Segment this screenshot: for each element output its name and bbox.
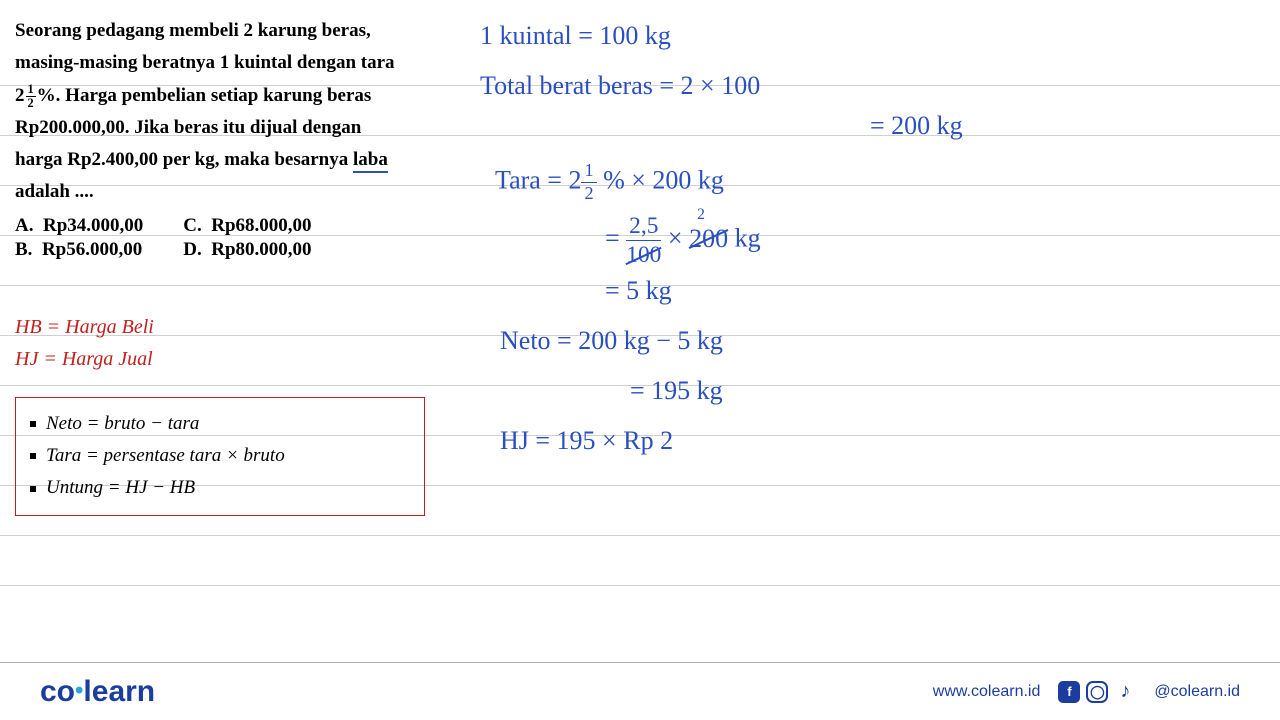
formula-2: Tara = persentase tara × bruto xyxy=(30,440,410,472)
formula-3: Untung = HJ − HB xyxy=(30,472,410,504)
hw-line-3: Tara = 212 % × 200 kg xyxy=(495,160,724,205)
footer-handle: @colearn.id xyxy=(1154,683,1240,701)
left-panel: Seorang pedagang membeli 2 karung beras,… xyxy=(15,15,445,516)
hw-line-2: Total berat beras = 2 × 100 xyxy=(480,70,760,101)
logo: co•learn xyxy=(40,675,155,709)
q-line3: %. Harga pembelian setiap karung beras xyxy=(37,85,372,106)
footer: co•learn www.colearn.id f ◯ ♪ @colearn.i… xyxy=(0,662,1280,720)
q-line5-underlined: laba xyxy=(353,149,388,173)
option-d: D. Rp80.000,00 xyxy=(183,239,311,261)
q-frac-num: 1 xyxy=(26,83,36,96)
hw-line-5: = 5 kg xyxy=(605,275,672,306)
option-b: B. Rp56.000,00 xyxy=(15,239,143,261)
hw-line-8: HJ = 195 × Rp 2 xyxy=(500,425,673,456)
q-frac-den: 2 xyxy=(28,97,34,109)
hw-line-4: = 2,5100 × 2200 kg xyxy=(605,212,761,269)
option-c: C. Rp68.000,00 xyxy=(183,215,311,237)
option-a: A. Rp34.000,00 xyxy=(15,215,143,237)
footer-right: www.colearn.id f ◯ ♪ @colearn.id xyxy=(933,681,1240,703)
q-line2: masing-masing beratnya 1 kuintal dengan … xyxy=(15,52,395,73)
instagram-icon: ◯ xyxy=(1086,681,1108,703)
logo-learn: learn xyxy=(83,675,155,708)
tiktok-icon: ♪ xyxy=(1114,681,1136,703)
facebook-icon: f xyxy=(1058,681,1080,703)
q-frac-whole: 2 xyxy=(15,85,25,106)
legend-hj: HJ = Harga Jual xyxy=(15,343,445,375)
legend-hb: HB = Harga Beli xyxy=(15,311,445,343)
formula-box: Neto = bruto − tara Tara = persentase ta… xyxy=(15,397,425,516)
social-icons: f ◯ ♪ xyxy=(1058,681,1136,703)
hw-line-1: 1 kuintal = 100 kg xyxy=(480,20,671,51)
q-line1: Seorang pedagang membeli 2 karung beras, xyxy=(15,20,371,41)
q-line5-prefix: harga Rp2.400,00 per kg, maka besarnya xyxy=(15,149,353,170)
logo-dot: • xyxy=(75,677,83,704)
footer-url: www.colearn.id xyxy=(933,683,1041,701)
question-text: Seorang pedagang membeli 2 karung beras,… xyxy=(15,15,445,209)
answer-options: A. Rp34.000,00 B. Rp56.000,00 C. Rp68.00… xyxy=(15,215,445,261)
hw-line-2b: = 200 kg xyxy=(870,110,963,141)
logo-co: co xyxy=(40,675,75,708)
hw-line-6: Neto = 200 kg − 5 kg xyxy=(500,325,723,356)
q-line6: adalah .... xyxy=(15,181,94,202)
q-line4: Rp200.000,00. Jika beras itu dijual deng… xyxy=(15,117,361,138)
hw-line-7: = 195 kg xyxy=(630,375,723,406)
formula-1: Neto = bruto − tara xyxy=(30,408,410,440)
legend: HB = Harga Beli HJ = Harga Jual xyxy=(15,311,445,375)
